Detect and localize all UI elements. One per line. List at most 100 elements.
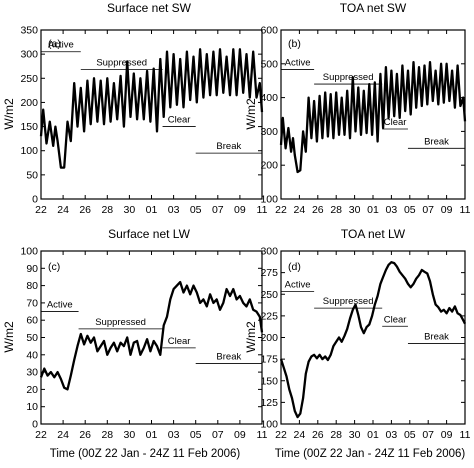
phase-label: Active (285, 58, 311, 69)
phase-annotations: Active Suppressed Clear Break (281, 280, 465, 344)
y-tick-label: 300 (20, 49, 38, 61)
phase-annotations: Active Suppressed Clear Break (281, 58, 465, 149)
phase-label: Active (47, 300, 73, 311)
x-tick-label: 01 (146, 429, 158, 441)
x-tick-label: 07 (422, 429, 434, 441)
x-tick-label: 24 (57, 429, 69, 441)
x-tick-label: 09 (441, 429, 453, 441)
x-tick-label: 26 (79, 204, 91, 216)
x-tick-label: 22 (35, 204, 47, 216)
y-axis-label: W/m2 (244, 98, 258, 130)
series-group (39, 280, 264, 391)
y-axis-label: W/m2 (2, 321, 16, 353)
y-tick-label: 150 (20, 121, 38, 133)
x-tick-label: 28 (101, 204, 113, 216)
x-tick-label: 11 (257, 429, 268, 441)
x-tick-label: 05 (404, 204, 416, 216)
phase-label: Clear (384, 314, 407, 325)
y-tick-label: 0 (32, 419, 38, 431)
x-tick-label: 03 (386, 204, 398, 216)
y-ticks: 100 125 150 175 200 225 250 275 300 (260, 246, 465, 431)
x-tick-label: 24 (294, 429, 306, 441)
y-tick-label: 80 (26, 280, 38, 292)
x-tick-label: 07 (212, 204, 224, 216)
phase-label: Suppressed (95, 317, 146, 328)
phase-label: Suppressed (323, 72, 374, 83)
y-tick-label: 40 (26, 349, 38, 361)
y-tick-label: 100 (260, 194, 278, 206)
panel-surface-net-lw: Surface net LW (c) 010203040506070809010… (20, 227, 267, 441)
y-tick-label: 300 (260, 246, 278, 258)
series-line (279, 261, 467, 419)
x-tick-label: 28 (330, 204, 342, 216)
y-tick-label: 600 (260, 25, 278, 37)
series-line (39, 280, 264, 391)
y-tick-label: 90 (26, 263, 38, 275)
y-tick-label: 300 (260, 126, 278, 138)
x-tick-label: 09 (234, 429, 246, 441)
series-group (39, 48, 264, 169)
y-tick-label: 400 (260, 92, 278, 104)
series-line (39, 48, 264, 169)
x-ticks: 22 24 26 28 30 01 03 05 07 09 11 (35, 251, 268, 441)
panel-toa-net-lw: TOA net LW (d) 100 125 150 175 200 225 250 275 3… (260, 227, 470, 441)
x-tick-label: 03 (168, 204, 180, 216)
y-tick-label: 225 (260, 310, 278, 322)
y-ticks: 100 200 300 400 500 600 (260, 25, 465, 206)
y-tick-label: 250 (260, 289, 278, 301)
y-tick-label: 0 (32, 194, 38, 206)
x-ticks: 22 24 26 28 30 01 03 05 07 09 11 (35, 30, 268, 216)
chart-title: Surface net SW (107, 1, 192, 15)
phase-label: Clear (384, 117, 407, 128)
y-tick-label: 350 (20, 25, 38, 37)
x-tick-label: 09 (441, 204, 453, 216)
y-tick-label: 175 (260, 354, 278, 366)
x-tick-label: 24 (294, 204, 306, 216)
y-ticks: 0 10 20 30 40 50 60 70 80 90 100 (20, 246, 262, 431)
x-tick-label: 28 (330, 429, 342, 441)
series-group (279, 60, 467, 174)
phase-label: Break (424, 332, 449, 343)
x-tick-label: 28 (101, 429, 113, 441)
chart-title: Surface net LW (108, 227, 190, 241)
x-tick-label: 01 (367, 429, 379, 441)
series-group (279, 261, 467, 419)
phase-label: Clear (168, 115, 191, 126)
x-axis-label: Time (00Z 22 Jan - 24Z 11 Feb 2006) (50, 448, 241, 460)
chart-title: TOA net LW (341, 227, 406, 241)
x-tick-label: 30 (124, 204, 136, 216)
panel-label: (c) (48, 261, 60, 273)
x-tick-label: 11 (257, 204, 268, 216)
x-tick-label: 11 (460, 429, 471, 441)
x-tick-label: 05 (190, 204, 202, 216)
panel-toa-net-sw: TOA net SW (b) 100 200 300 400 500 600 22 24 26… (260, 1, 470, 216)
panel-surface-net-sw: Surface net SW (a) 050100150200250300350… (20, 1, 267, 216)
phase-label: Break (216, 351, 241, 362)
y-axis-label: W/m2 (2, 98, 16, 130)
y-tick-label: 500 (260, 58, 278, 70)
x-tick-label: 05 (190, 429, 202, 441)
y-tick-label: 100 (260, 419, 278, 431)
y-tick-label: 70 (26, 297, 38, 309)
x-tick-label: 03 (386, 429, 398, 441)
phase-label: Suppressed (323, 296, 374, 307)
panel-label: (a) (48, 38, 61, 50)
x-tick-label: 30 (349, 204, 361, 216)
y-tick-label: 275 (260, 267, 278, 279)
phase-label: Active (48, 40, 74, 51)
x-tick-label: 07 (212, 429, 224, 441)
x-axis-label: Time (00Z 22 Jan - 24Z 11 Feb 2006) (275, 448, 466, 460)
phase-annotations: Active Suppressed Clear Break (41, 300, 262, 364)
x-tick-label: 30 (349, 429, 361, 441)
plot-area (40, 250, 263, 425)
x-tick-label: 30 (124, 429, 136, 441)
series-line (279, 60, 467, 174)
y-tick-label: 20 (26, 384, 38, 396)
x-tick-label: 11 (460, 204, 471, 216)
x-tick-label: 01 (146, 204, 158, 216)
phase-annotations: Active Suppressed Clear Break (41, 40, 262, 154)
y-tick-label: 100 (20, 145, 38, 157)
x-tick-label: 22 (275, 204, 287, 216)
chart-title: TOA net SW (340, 1, 407, 15)
